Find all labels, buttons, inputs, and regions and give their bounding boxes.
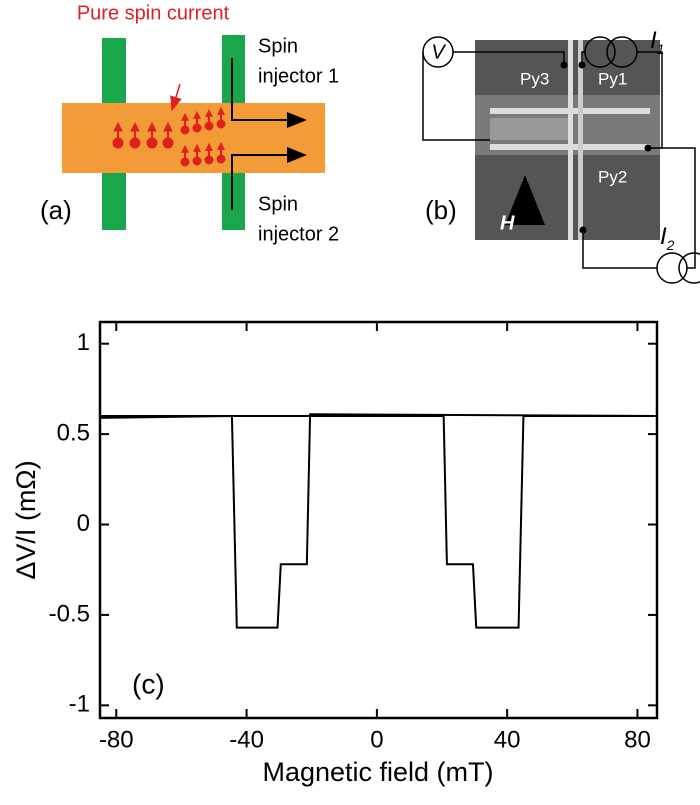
source: [606, 36, 638, 68]
contact: [644, 144, 652, 152]
label: I2: [660, 223, 675, 252]
y-axis-label: ΔV/I (mΩ): [11, 460, 41, 579]
y-tick-label: 0: [77, 510, 90, 537]
source: [584, 36, 616, 68]
x-tick-label: -80: [99, 726, 134, 753]
label: injector 1: [258, 65, 339, 87]
panel-a: Pure spin current Spin injector 1 Spin i…: [40, 2, 339, 245]
plot-frame: [98, 320, 659, 720]
x-tick-label: 80: [624, 726, 651, 753]
spin-head: [180, 112, 190, 121]
label-letter: I: [650, 27, 657, 54]
spin-head: [204, 142, 214, 151]
source: [678, 252, 700, 284]
panel-b: V Py3 Py1 Py2 H I1 I2 (b): [422, 27, 700, 284]
circuit: [582, 147, 696, 269]
spin-head: [180, 144, 190, 153]
label: Spin: [258, 193, 298, 215]
y-tick-label: -1: [69, 691, 90, 718]
data-line: [100, 415, 657, 629]
voltmeter: [422, 36, 454, 68]
label: Py1: [598, 69, 627, 88]
current-path: [231, 147, 307, 210]
current-path: [231, 58, 307, 128]
y-tick-label: 0.5: [57, 419, 90, 446]
circuit: [581, 51, 663, 149]
spin-head: [192, 143, 202, 152]
source: [656, 252, 688, 284]
label-sub: 1: [657, 41, 665, 57]
label: H: [500, 212, 515, 234]
label: Py2: [598, 167, 627, 186]
panel-label: (a): [40, 195, 72, 225]
label: Py3: [520, 69, 549, 88]
y-tick-label: 1: [77, 329, 90, 356]
label: Spin: [258, 35, 298, 57]
wire: [490, 118, 570, 140]
spins: [112, 106, 226, 167]
data-line: [99, 413, 658, 629]
spin-head: [192, 110, 202, 119]
label: I1: [650, 27, 664, 56]
y-tick-label: -0.5: [49, 600, 90, 627]
spin-head: [113, 121, 123, 132]
wire: [578, 40, 583, 240]
label-sub: 2: [666, 237, 675, 253]
panel-title: Pure spin current: [77, 2, 230, 24]
spin-head: [163, 121, 173, 132]
wire: [568, 40, 573, 240]
x-axis-label: Magnetic field (mT): [262, 757, 493, 787]
x-tick-label: -40: [229, 726, 264, 753]
panel-label: (b): [425, 195, 457, 225]
spin-head: [147, 121, 157, 132]
x-tick-label: 0: [370, 726, 383, 753]
spin-head: [216, 106, 226, 115]
contact: [579, 226, 587, 234]
circuit: [453, 51, 565, 65]
panel-label: (c): [132, 668, 165, 699]
label: injector 2: [258, 223, 339, 245]
spin-head: [204, 108, 214, 117]
contact: [578, 61, 586, 69]
spin-head: [216, 141, 226, 150]
x-tick-label: 40: [494, 726, 521, 753]
label: V: [431, 41, 446, 63]
channel-overlap: [102, 103, 126, 173]
contact: [560, 61, 568, 69]
spin-head: [130, 121, 140, 132]
label-letter: I: [660, 223, 667, 250]
pointer: [170, 83, 182, 112]
plot: (c) Magnetic field (mT) ΔV/I (mΩ) -80 -40…: [11, 320, 659, 787]
